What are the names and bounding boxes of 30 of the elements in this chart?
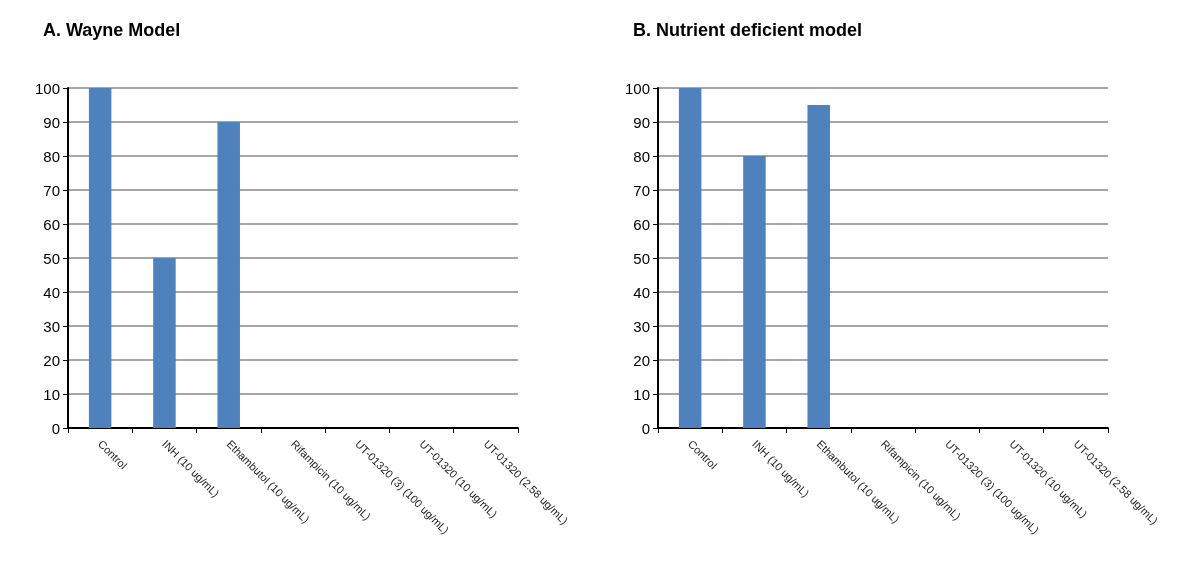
y-tick-label: 60 bbox=[633, 215, 650, 233]
bar bbox=[807, 105, 830, 428]
y-tick-label: 70 bbox=[43, 181, 60, 199]
y-tick-label: 100 bbox=[34, 79, 60, 97]
y-tick-label: 60 bbox=[43, 215, 60, 233]
y-tick-label: 40 bbox=[43, 283, 60, 301]
bar bbox=[88, 88, 112, 428]
y-tick-label: 0 bbox=[641, 419, 650, 437]
y-tick-label: 10 bbox=[43, 385, 60, 403]
y-tick-label: 20 bbox=[633, 351, 650, 369]
bar bbox=[743, 156, 766, 428]
y-tick-label: 90 bbox=[633, 113, 650, 131]
bar bbox=[678, 88, 702, 428]
y-tick-label: 100 bbox=[624, 79, 650, 97]
y-tick-label: 20 bbox=[43, 351, 60, 369]
y-tick-label: 30 bbox=[633, 317, 650, 335]
y-tick-label: 40 bbox=[633, 283, 650, 301]
chart-title: A. Wayne Model bbox=[43, 20, 181, 40]
y-tick-label: 0 bbox=[51, 419, 60, 437]
y-tick-label: 80 bbox=[633, 147, 650, 165]
y-tick-label: 90 bbox=[43, 113, 60, 131]
y-tick-label: 70 bbox=[633, 181, 650, 199]
y-tick-label: 10 bbox=[633, 385, 650, 403]
y-tick-label: 50 bbox=[43, 249, 60, 267]
y-tick-label: 80 bbox=[43, 147, 60, 165]
bar bbox=[153, 258, 176, 428]
bar bbox=[217, 122, 240, 428]
y-tick-label: 30 bbox=[43, 317, 60, 335]
chart-title: B. Nutrient deficient model bbox=[633, 20, 863, 40]
y-tick-label: 50 bbox=[633, 249, 650, 267]
